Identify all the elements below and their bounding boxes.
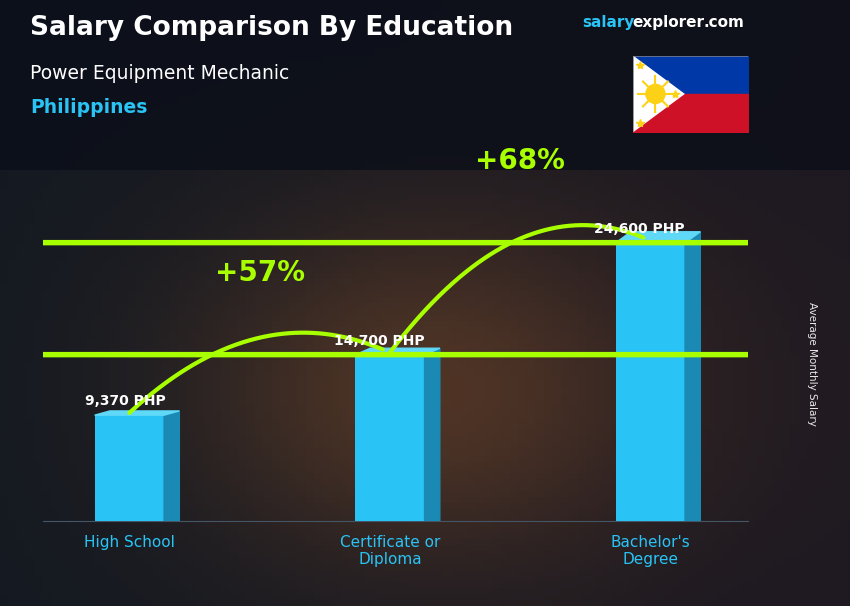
Text: +68%: +68%	[475, 147, 565, 175]
Text: Power Equipment Mechanic: Power Equipment Mechanic	[30, 64, 289, 82]
Text: .com: .com	[704, 15, 745, 30]
Bar	[0, 0, 850, 170]
Polygon shape	[633, 56, 685, 132]
Circle shape	[646, 84, 665, 104]
Polygon shape	[0, 241, 850, 245]
Text: Average Monthly Salary: Average Monthly Salary	[807, 302, 817, 425]
Text: +57%: +57%	[214, 259, 304, 287]
Bar	[355, 355, 424, 521]
Bar	[94, 415, 164, 521]
Text: 9,370 PHP: 9,370 PHP	[85, 395, 166, 408]
Polygon shape	[164, 411, 179, 521]
Polygon shape	[424, 348, 439, 521]
Polygon shape	[685, 231, 700, 521]
Text: Salary Comparison By Education: Salary Comparison By Education	[30, 15, 513, 41]
Bar	[615, 243, 685, 521]
Text: explorer: explorer	[632, 15, 705, 30]
Text: salary: salary	[582, 15, 635, 30]
Text: Philippines: Philippines	[30, 98, 147, 117]
Text: 24,600 PHP: 24,600 PHP	[594, 222, 685, 236]
Polygon shape	[615, 231, 700, 243]
Polygon shape	[0, 353, 850, 357]
Polygon shape	[355, 348, 439, 355]
Text: 14,700 PHP: 14,700 PHP	[334, 334, 424, 348]
Polygon shape	[94, 411, 179, 415]
